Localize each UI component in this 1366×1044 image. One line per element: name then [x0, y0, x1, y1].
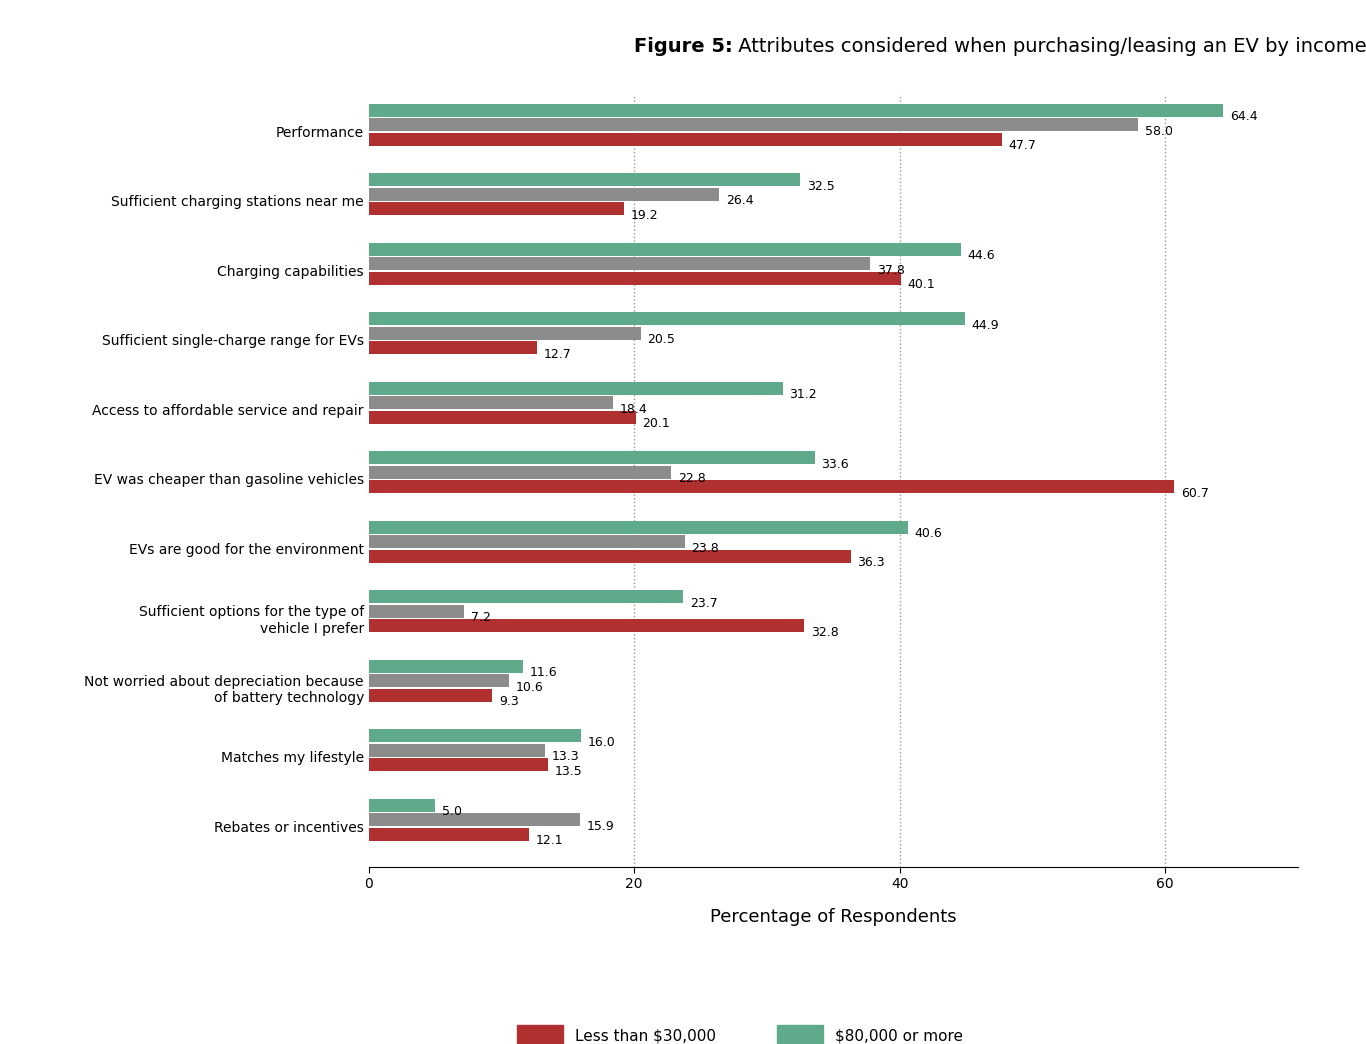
Bar	[369, 536, 684, 548]
Text: 44.9: 44.9	[971, 318, 999, 332]
Text: 13.3: 13.3	[552, 751, 579, 763]
Bar	[369, 604, 464, 618]
Bar	[369, 466, 671, 479]
Text: 58.0: 58.0	[1145, 125, 1173, 138]
Text: 36.3: 36.3	[856, 556, 885, 569]
Text: 20.5: 20.5	[647, 333, 675, 347]
Bar	[369, 660, 523, 672]
Text: Attributes considered when purchasing/leasing an EV by income: Attributes considered when purchasing/le…	[732, 37, 1366, 55]
Text: 33.6: 33.6	[821, 458, 848, 471]
Bar	[369, 271, 902, 285]
Text: 19.2: 19.2	[630, 209, 658, 222]
Text: Figure 5:: Figure 5:	[634, 37, 732, 55]
Bar	[369, 521, 907, 533]
Text: 15.9: 15.9	[586, 820, 615, 833]
Bar	[369, 173, 800, 187]
Bar	[369, 327, 641, 340]
Text: 13.5: 13.5	[555, 765, 582, 778]
Text: 64.4: 64.4	[1229, 111, 1258, 123]
Text: 31.2: 31.2	[790, 388, 817, 401]
Bar	[369, 828, 530, 840]
Text: 20.1: 20.1	[642, 418, 669, 430]
Bar	[369, 758, 548, 772]
Text: 22.8: 22.8	[678, 472, 706, 485]
Text: 37.8: 37.8	[877, 264, 904, 277]
Text: 7.2: 7.2	[471, 612, 490, 624]
Bar	[369, 813, 579, 827]
X-axis label: Percentage of Respondents: Percentage of Respondents	[710, 907, 956, 926]
Text: 12.7: 12.7	[544, 348, 572, 361]
Bar	[369, 242, 960, 256]
Text: 12.1: 12.1	[535, 834, 564, 848]
Text: 32.8: 32.8	[810, 625, 839, 639]
Bar	[369, 590, 683, 603]
Text: 32.5: 32.5	[807, 180, 835, 193]
Text: 11.6: 11.6	[530, 666, 557, 680]
Text: 23.7: 23.7	[690, 597, 717, 610]
Bar	[369, 203, 624, 215]
Text: 23.8: 23.8	[691, 542, 719, 554]
Bar	[369, 743, 545, 757]
Text: 60.7: 60.7	[1182, 487, 1209, 500]
Text: 18.4: 18.4	[620, 403, 647, 416]
Bar	[369, 799, 436, 812]
Bar	[369, 480, 1175, 494]
Text: 44.6: 44.6	[967, 250, 994, 262]
Bar	[369, 103, 1224, 117]
Bar	[369, 133, 1001, 146]
Bar	[369, 188, 719, 200]
Bar	[369, 689, 492, 702]
Bar	[369, 118, 1138, 132]
Bar	[369, 729, 581, 742]
Bar	[369, 341, 537, 354]
Bar	[369, 619, 805, 633]
Bar	[369, 257, 870, 270]
Text: 47.7: 47.7	[1008, 140, 1037, 152]
Bar	[369, 312, 964, 326]
Text: 26.4: 26.4	[725, 194, 754, 208]
Bar	[369, 451, 814, 465]
Text: 16.0: 16.0	[587, 736, 616, 749]
Bar	[369, 549, 851, 563]
Text: 5.0: 5.0	[441, 805, 462, 818]
Text: 10.6: 10.6	[516, 681, 544, 694]
Bar	[369, 396, 613, 409]
Text: 9.3: 9.3	[499, 695, 519, 709]
Text: 40.6: 40.6	[914, 527, 943, 541]
Bar	[369, 382, 783, 395]
Bar	[369, 410, 635, 424]
Text: 40.1: 40.1	[907, 279, 936, 291]
Legend: Less than $30,000, $30,000 to $79,999, $80,000 or more: Less than $30,000, $30,000 to $79,999, $…	[518, 1025, 963, 1044]
Bar	[369, 674, 510, 687]
